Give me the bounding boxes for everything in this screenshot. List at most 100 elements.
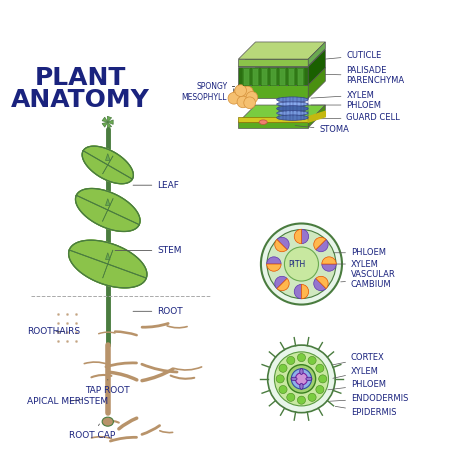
Text: ROOT: ROOT [133, 307, 183, 316]
Polygon shape [308, 50, 325, 85]
Wedge shape [277, 237, 289, 250]
Wedge shape [316, 276, 328, 289]
Circle shape [308, 356, 316, 365]
Polygon shape [238, 67, 308, 85]
Wedge shape [267, 257, 281, 264]
Circle shape [244, 97, 255, 109]
Text: ROOTHAIRS: ROOTHAIRS [27, 327, 80, 336]
Wedge shape [322, 257, 336, 264]
Wedge shape [294, 284, 301, 299]
Text: EPIDERMIS: EPIDERMIS [335, 406, 396, 417]
Circle shape [233, 89, 244, 101]
Polygon shape [270, 68, 276, 85]
Text: APICAL MERISTEM: APICAL MERISTEM [27, 397, 108, 406]
Text: PALISADE
PARENCHYMA: PALISADE PARENCHYMA [313, 66, 405, 85]
Text: LEAF: LEAF [133, 181, 179, 190]
Circle shape [279, 364, 287, 372]
Polygon shape [238, 85, 308, 98]
Polygon shape [252, 68, 258, 85]
Polygon shape [102, 122, 108, 127]
Text: XYLEM: XYLEM [333, 260, 379, 269]
Text: ROOT CAP: ROOT CAP [69, 424, 115, 440]
Polygon shape [308, 68, 325, 98]
Bar [238, 117, 308, 122]
Circle shape [267, 229, 336, 299]
Circle shape [319, 375, 327, 383]
Text: STOMA: STOMA [295, 125, 349, 134]
Polygon shape [106, 253, 110, 260]
Circle shape [297, 396, 306, 404]
Wedge shape [314, 237, 326, 250]
Wedge shape [316, 239, 328, 252]
Ellipse shape [277, 110, 308, 116]
Ellipse shape [306, 377, 312, 381]
Polygon shape [108, 120, 113, 124]
Circle shape [316, 385, 324, 393]
Polygon shape [102, 117, 108, 122]
Polygon shape [279, 68, 285, 85]
Circle shape [297, 354, 306, 362]
Polygon shape [308, 105, 325, 128]
Polygon shape [308, 42, 325, 66]
Polygon shape [69, 240, 147, 288]
Polygon shape [106, 154, 110, 160]
Ellipse shape [277, 115, 308, 120]
Text: PHLOEM: PHLOEM [333, 248, 386, 257]
Circle shape [287, 393, 295, 401]
Polygon shape [107, 122, 111, 128]
Wedge shape [301, 229, 309, 244]
Polygon shape [308, 111, 325, 122]
Circle shape [284, 247, 319, 281]
Polygon shape [69, 240, 147, 288]
Circle shape [268, 345, 335, 413]
Polygon shape [107, 116, 111, 122]
Text: TAP ROOT: TAP ROOT [85, 379, 130, 395]
Polygon shape [75, 189, 140, 231]
Circle shape [316, 364, 324, 372]
Circle shape [295, 373, 308, 385]
Polygon shape [75, 189, 140, 231]
Text: ENDODERMIS: ENDODERMIS [329, 394, 409, 403]
Polygon shape [288, 68, 294, 85]
Polygon shape [238, 68, 325, 85]
Text: PHLOEM: PHLOEM [328, 380, 386, 390]
Circle shape [237, 96, 249, 108]
Circle shape [287, 365, 316, 393]
Wedge shape [267, 264, 281, 271]
Ellipse shape [300, 368, 303, 374]
Text: GUARD CELL: GUARD CELL [311, 113, 400, 122]
Wedge shape [294, 229, 301, 244]
Ellipse shape [259, 120, 267, 124]
Wedge shape [275, 239, 287, 252]
Wedge shape [277, 278, 289, 291]
Circle shape [246, 91, 258, 103]
Circle shape [242, 86, 253, 98]
Polygon shape [261, 68, 267, 85]
Wedge shape [314, 278, 326, 291]
Ellipse shape [300, 383, 303, 389]
Polygon shape [238, 105, 325, 122]
Text: CUTICLE: CUTICLE [313, 51, 382, 60]
Circle shape [279, 385, 287, 393]
Text: PHLOEM: PHLOEM [311, 100, 382, 109]
Circle shape [292, 369, 311, 389]
Wedge shape [275, 276, 287, 289]
Ellipse shape [277, 102, 308, 106]
Polygon shape [238, 59, 308, 66]
Ellipse shape [291, 377, 297, 381]
Ellipse shape [277, 106, 308, 111]
Circle shape [261, 223, 342, 305]
Circle shape [274, 352, 328, 406]
Text: PITH: PITH [288, 260, 306, 269]
Polygon shape [106, 199, 110, 205]
Circle shape [308, 393, 316, 401]
Text: SPONGY
MESOPHYLL: SPONGY MESOPHYLL [182, 82, 227, 101]
Text: XYLEM: XYLEM [311, 91, 374, 100]
Polygon shape [243, 68, 249, 85]
Polygon shape [238, 122, 308, 128]
Text: PLANT
ANATOMY: PLANT ANATOMY [11, 66, 150, 112]
Polygon shape [238, 50, 325, 67]
Polygon shape [82, 146, 133, 184]
Text: VASCULAR
CAMBIUM: VASCULAR CAMBIUM [341, 270, 396, 290]
Polygon shape [297, 68, 303, 85]
